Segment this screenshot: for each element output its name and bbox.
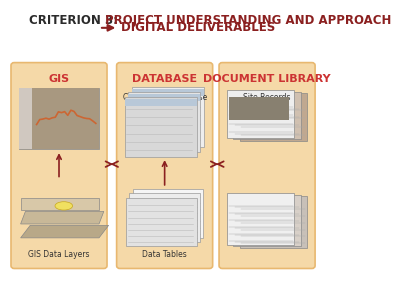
- Polygon shape: [20, 225, 109, 238]
- Text: Customized ArcMap
Application: Customized ArcMap Application: [21, 93, 97, 113]
- Text: DIGITAL DELIVERABLES: DIGITAL DELIVERABLES: [122, 21, 276, 34]
- Bar: [125, 98, 197, 157]
- Bar: [125, 99, 197, 106]
- Bar: [240, 93, 307, 140]
- Bar: [19, 88, 99, 149]
- Bar: [229, 98, 290, 120]
- Text: GIS Data Layers: GIS Data Layers: [28, 250, 90, 259]
- Bar: [234, 92, 301, 139]
- Bar: [19, 88, 32, 149]
- Text: CRITERION 3:: CRITERION 3:: [28, 14, 126, 27]
- Bar: [227, 90, 294, 138]
- Bar: [32, 88, 99, 149]
- Bar: [133, 189, 203, 238]
- Bar: [132, 89, 204, 96]
- Text: Site Records
(PDF): Site Records (PDF): [243, 93, 291, 113]
- Text: Customized Database
Application: Customized Database Application: [122, 93, 207, 113]
- Text: DOCUMENT LIBRARY: DOCUMENT LIBRARY: [203, 74, 331, 84]
- Bar: [130, 193, 200, 242]
- Polygon shape: [20, 198, 99, 210]
- Text: PROJECT UNDERSTANDING AND APPROACH: PROJECT UNDERSTANDING AND APPROACH: [106, 14, 392, 27]
- Bar: [240, 196, 307, 248]
- Text: GIS: GIS: [48, 74, 70, 84]
- Polygon shape: [20, 211, 104, 224]
- Text: Data Tables: Data Tables: [142, 250, 187, 259]
- FancyBboxPatch shape: [219, 63, 315, 268]
- Bar: [227, 193, 294, 245]
- Text: DATABASE: DATABASE: [132, 74, 197, 84]
- FancyBboxPatch shape: [11, 63, 107, 268]
- Bar: [234, 195, 301, 246]
- Bar: [126, 198, 197, 246]
- Bar: [128, 92, 200, 152]
- Bar: [132, 87, 204, 147]
- Ellipse shape: [55, 202, 73, 210]
- FancyBboxPatch shape: [117, 63, 213, 268]
- Bar: [128, 94, 200, 101]
